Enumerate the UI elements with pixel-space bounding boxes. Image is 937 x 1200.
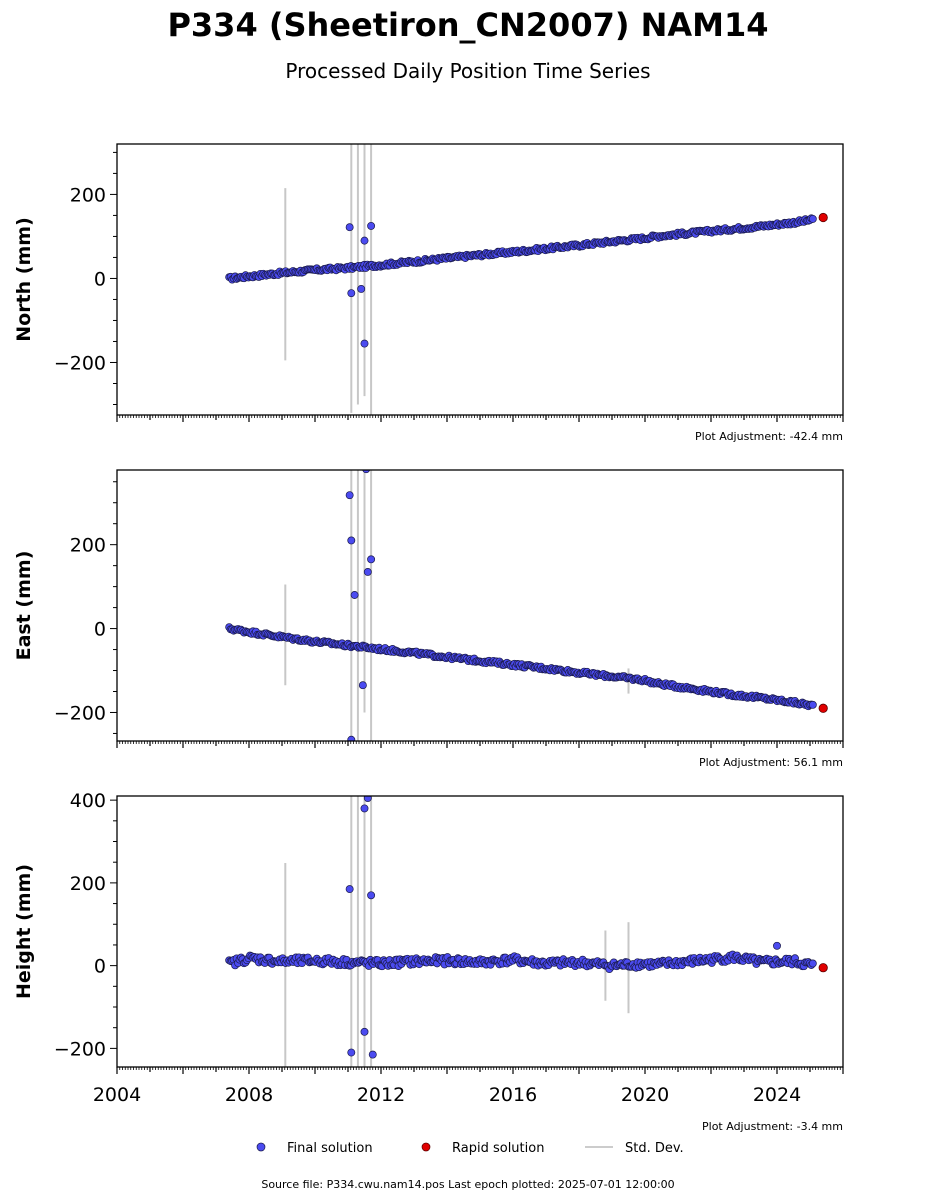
y-tick-label: 0: [94, 619, 106, 641]
final-solution-outlier: [347, 536, 356, 545]
final-solution-point: [808, 700, 817, 709]
plot-area: [225, 144, 828, 415]
final-solution-outlier: [345, 223, 354, 232]
panel-1: −200 0 200 North (mm) Plot Adjustment: -42.4…: [13, 143, 844, 443]
legend: Final solution Rapid solution Std. Dev.: [256, 1141, 684, 1156]
final-solution-outlier: [367, 221, 376, 230]
final-solution-outlier: [345, 885, 354, 894]
y-tick-label: 400: [70, 790, 106, 812]
final-solution-outlier: [347, 1048, 356, 1057]
y-tick-label: 200: [70, 873, 106, 895]
y-tick-label: −200: [54, 702, 106, 724]
panel-3: 2004 2008 2012 2016 2020 2024 −200 0 200 400 Heigh…: [13, 790, 844, 1133]
y-axis-label: Height (mm): [13, 864, 35, 999]
final-solution-outlier: [363, 796, 372, 803]
rapid-solution-point: [818, 963, 828, 973]
y-tick-label: 0: [94, 268, 106, 290]
final-solution-outlier: [367, 555, 376, 564]
chart-subtitle: Processed Daily Position Time Series: [285, 59, 650, 83]
y-axis-label: North (mm): [13, 217, 35, 342]
x-tick-label: 2020: [621, 1084, 669, 1106]
final-solution-outlier: [363, 567, 372, 576]
axes-frame: [116, 795, 844, 1068]
source-footer: Source file: P334.cwu.nam14.pos Last epo…: [261, 1178, 674, 1191]
legend-final-marker: [256, 1142, 266, 1152]
x-tick-label: 2012: [357, 1084, 405, 1106]
final-solution-outlier: [358, 681, 367, 690]
y-tick-label: 200: [70, 184, 106, 206]
y-tick-label: −200: [54, 352, 106, 374]
y-axis-label: East (mm): [13, 551, 35, 661]
final-solution-outlier: [362, 470, 371, 474]
y-tick-label: 0: [94, 956, 106, 978]
plot-adjustment-label: Plot Adjustment: -3.4 mm: [702, 1120, 843, 1133]
rapid-solution-point: [818, 703, 828, 713]
y-tick-label: 200: [70, 535, 106, 557]
final-solution-outlier: [347, 735, 356, 741]
final-solution-outlier: [360, 339, 369, 348]
legend-rapid-label: Rapid solution: [452, 1141, 544, 1156]
panels: −200 0 200 North (mm) Plot Adjustment: -42.4…: [13, 143, 844, 1133]
x-tick-label: 2004: [93, 1084, 141, 1106]
final-solution-outlier: [360, 236, 369, 245]
axes-frame: [116, 469, 844, 742]
final-solution-point: [808, 214, 817, 223]
final-solution-outlier: [367, 891, 376, 900]
chart-title: P334 (Sheetiron_CN2007) NAM14: [167, 6, 768, 44]
axes-frame: [116, 143, 844, 416]
x-tick-label: 2008: [225, 1084, 273, 1106]
final-solution-point: [808, 959, 817, 968]
x-tick-label: 2016: [489, 1084, 537, 1106]
final-solution-outlier: [360, 1027, 369, 1036]
plot-adjustment-label: Plot Adjustment: 56.1 mm: [699, 756, 843, 769]
final-solution-outlier: [357, 285, 366, 293]
plot-area: [225, 470, 828, 741]
plot-adjustment-label: Plot Adjustment: -42.4 mm: [695, 430, 843, 443]
x-tick-label: 2024: [753, 1084, 801, 1106]
legend-rapid-marker: [421, 1142, 431, 1152]
final-solution-outlier: [773, 941, 781, 950]
legend-final-label: Final solution: [287, 1141, 373, 1156]
final-solution-outlier: [368, 1050, 377, 1059]
panel-2: −200 0 200 East (mm) Plot Adjustment: 56.1 m…: [13, 469, 844, 769]
plot-area: [225, 796, 828, 1067]
final-solution-outlier: [360, 804, 369, 813]
final-solution-outlier: [345, 491, 354, 500]
y-tick-label: −200: [54, 1038, 106, 1060]
final-solution-outlier: [347, 289, 356, 298]
final-solution-outlier: [350, 591, 359, 599]
rapid-solution-point: [818, 212, 828, 223]
legend-stddev-label: Std. Dev.: [625, 1141, 684, 1156]
